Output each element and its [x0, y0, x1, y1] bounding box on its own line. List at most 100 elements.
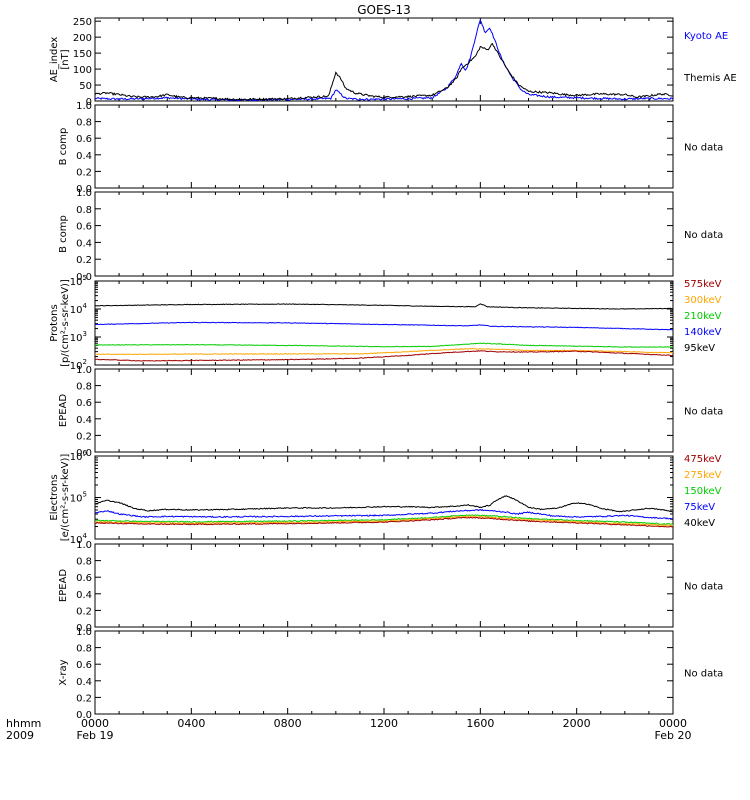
y-tick-label: 100	[73, 65, 92, 76]
legend-entry: 210keV	[684, 311, 722, 322]
y-tick-label: 0.4	[76, 151, 92, 162]
series-line-95kev	[94, 303, 674, 310]
legend-entry: Themis AE	[683, 73, 737, 84]
y-tick-label: 0.2	[76, 167, 92, 178]
panel-epead2: 0.0 0.2 0.4 0.6 0.8 1.0 EPEAD No data	[58, 540, 723, 634]
y-tick-label: 1.0	[76, 627, 92, 638]
y-axis-label: [nT]	[60, 49, 71, 69]
series-line-kyoto-ae	[94, 18, 674, 102]
y-tick-label: 0.0	[76, 448, 92, 459]
y-tick-label: 103	[70, 330, 87, 344]
y-tick-label: 1.0	[76, 188, 92, 199]
no-data-label: No data	[684, 407, 723, 418]
y-axis-label: AE_index	[49, 37, 60, 83]
y-tick-label: 0.2	[76, 606, 92, 617]
y-tick-label: 150	[73, 49, 92, 60]
x-tick-label: 0800	[274, 717, 302, 730]
y-tick-label: 0.8	[76, 644, 92, 655]
y-axis-label: Protons	[49, 304, 60, 341]
x-tick-label: 1200	[370, 717, 398, 730]
y-tick-label: 0.6	[76, 398, 92, 409]
y-axis-label: EPEAD	[58, 569, 69, 603]
y-tick-label: 105	[70, 491, 87, 505]
panels-layer: 0 50 100 150 200 250 AE_index [nT] Kyoto AE Themi…	[49, 17, 737, 721]
y-tick-label: 104	[70, 302, 88, 316]
y-tick-label: 0.0	[76, 272, 92, 283]
y-tick-label: 0	[86, 97, 92, 108]
panel-xray: 0.0 0.2 0.4 0.6 0.8 1.0 X-ray No data	[58, 627, 723, 721]
y-tick-label: 0.2	[76, 431, 92, 442]
legend-entry: Kyoto AE	[684, 31, 728, 42]
time-axis-corner-label-hhmm: hhmm	[6, 717, 41, 730]
y-tick-label: 200	[73, 33, 92, 44]
y-tick-label: 0.4	[76, 238, 92, 249]
legend-entry: 95keV	[684, 343, 715, 354]
series-line-300kev	[94, 348, 673, 356]
series-line-themis-ae	[94, 42, 673, 101]
y-tick-label: 0.4	[76, 415, 92, 426]
y-axis-label: EPEAD	[58, 394, 69, 428]
y-tick-label: 0.6	[76, 134, 92, 145]
legend-entry: 475keV	[684, 454, 722, 465]
x-tick-label: 1600	[466, 717, 494, 730]
y-tick-label: 0.6	[76, 222, 92, 233]
y-tick-label: 0.6	[76, 573, 92, 584]
panel-frame	[94, 630, 674, 715]
panel-electrons: 104 105 106 Electrons [e/(cm²-s-sr-keV)] 475k…	[49, 449, 722, 546]
x-tick-label: 0000	[81, 717, 109, 730]
series-line-75kev	[94, 508, 674, 520]
y-axis-label: [p/(cm²-s-sr-keV)]	[60, 279, 71, 367]
y-tick-label: 1.0	[76, 365, 92, 376]
panel-bcomp2: 0.0 0.2 0.4 0.6 0.8 1.0 B comp No data	[58, 188, 723, 283]
panel-frame	[94, 191, 674, 277]
no-data-label: No data	[684, 143, 723, 154]
legend-entry: 140keV	[684, 327, 722, 338]
y-tick-label: 50	[79, 81, 92, 92]
y-tick-label: 0.8	[76, 118, 92, 129]
x-tick-label: 0000	[659, 717, 687, 730]
series-line-140kev	[94, 321, 674, 331]
y-tick-label: 0.2	[76, 693, 92, 704]
y-tick-label: 0.8	[76, 557, 92, 568]
legend-entry: 275keV	[684, 470, 722, 481]
time-axis-corner-label-year: 2009	[6, 729, 34, 742]
legend-entry: 150keV	[684, 486, 722, 497]
y-tick-label: 250	[73, 17, 92, 28]
y-tick-label: 0.8	[76, 205, 92, 216]
series-line-150kev	[95, 514, 674, 525]
panel-frame	[94, 543, 674, 628]
x-tick-label: 2000	[563, 717, 591, 730]
y-tick-label: 105	[70, 274, 87, 288]
y-axis-label: B comp	[58, 215, 69, 253]
no-data-label: No data	[684, 230, 723, 241]
y-tick-label: 0.0	[76, 710, 92, 721]
legend-entry: 575keV	[684, 279, 722, 290]
y-axis-label: X-ray	[58, 659, 69, 685]
panel-frame	[94, 104, 674, 189]
y-axis-label: B comp	[58, 128, 69, 166]
chart-title: GOES-13	[357, 3, 411, 17]
panel-frame	[94, 455, 674, 540]
y-tick-label: 1.0	[76, 540, 92, 551]
y-tick-label: 106	[70, 449, 88, 463]
legend-entry: 75keV	[684, 502, 715, 513]
panel-frame	[94, 17, 674, 102]
y-tick-label: 0.0	[76, 623, 92, 634]
panel-frame	[94, 368, 674, 453]
y-tick-label: 0.2	[76, 255, 92, 266]
y-tick-label: 0.0	[76, 184, 92, 195]
panel-protons: 102 103 104 105 Protons [p/(cm²-s-sr-keV)] 575…	[49, 274, 722, 372]
y-tick-label: 0.4	[76, 590, 92, 601]
series-line-475kev	[94, 516, 674, 528]
panel-bcomp1: 0.0 0.2 0.4 0.6 0.8 1.0 B comp No data	[58, 101, 723, 195]
series-line-575kev	[94, 350, 674, 362]
series-line-275kev	[94, 515, 674, 527]
y-axis-label: [e/(cm²-s-sr-keV)]	[60, 454, 71, 542]
x-tick-label: 0400	[177, 717, 205, 730]
y-tick-label: 102	[70, 358, 87, 372]
legend-entry: 300keV	[684, 295, 722, 306]
no-data-label: No data	[684, 582, 723, 593]
y-tick-label: 104	[70, 532, 88, 546]
